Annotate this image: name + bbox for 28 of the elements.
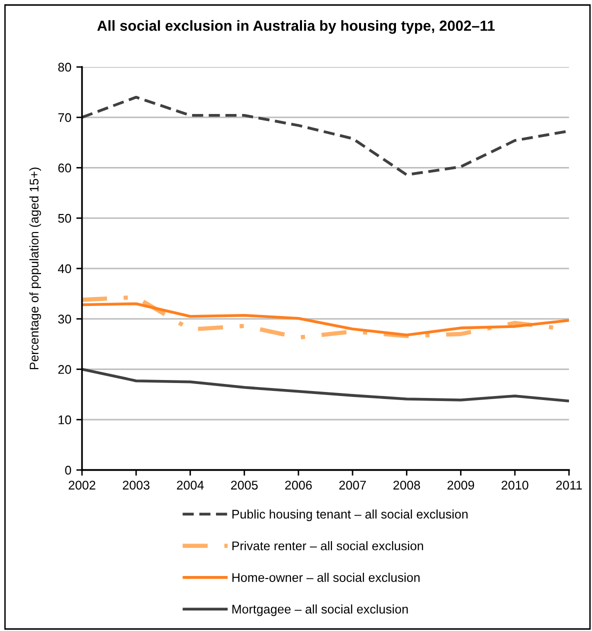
legend-label: Private renter – all social exclusion: [232, 541, 424, 550]
x-tick-label: 2005: [231, 480, 258, 490]
y-tick-label: 10: [58, 415, 72, 424]
y-tick-label: 70: [58, 113, 72, 122]
line-series: [82, 302, 569, 336]
x-tick-label: 2002: [68, 480, 96, 490]
y-tick-label: 80: [58, 62, 72, 72]
line-series: [82, 96, 569, 176]
y-tick-label: 50: [58, 214, 72, 223]
x-tick-label: 2009: [448, 480, 474, 490]
y-axis-title: Percentage of population (aged 15+): [29, 168, 42, 370]
legend-label: Public housing tenant – all social exclusion: [232, 509, 468, 522]
x-tick-label: 2003: [122, 480, 150, 490]
y-tick-label: 60: [58, 164, 72, 172]
x-tick-label: 2008: [393, 480, 420, 490]
chart-title: All social exclusion in Australia by housing type, 2002–11: [97, 20, 495, 34]
x-tick-label: 2006: [285, 480, 312, 490]
legend-label: Mortgagee – all social exclusion: [232, 604, 408, 616]
y-tick-label: 0: [65, 466, 72, 475]
x-tick-label: 2004: [176, 480, 204, 490]
line-series: [82, 368, 569, 402]
y-tick-label: 40: [58, 264, 72, 274]
x-tick-label: 2007: [339, 480, 366, 490]
y-tick-label: 30: [58, 314, 72, 324]
x-tick-label: 2011: [556, 480, 582, 490]
x-tick-label: 2010: [502, 480, 528, 490]
legend-label: Home-owner – all social exclusion: [232, 572, 420, 582]
y-tick-label: 20: [58, 365, 72, 374]
